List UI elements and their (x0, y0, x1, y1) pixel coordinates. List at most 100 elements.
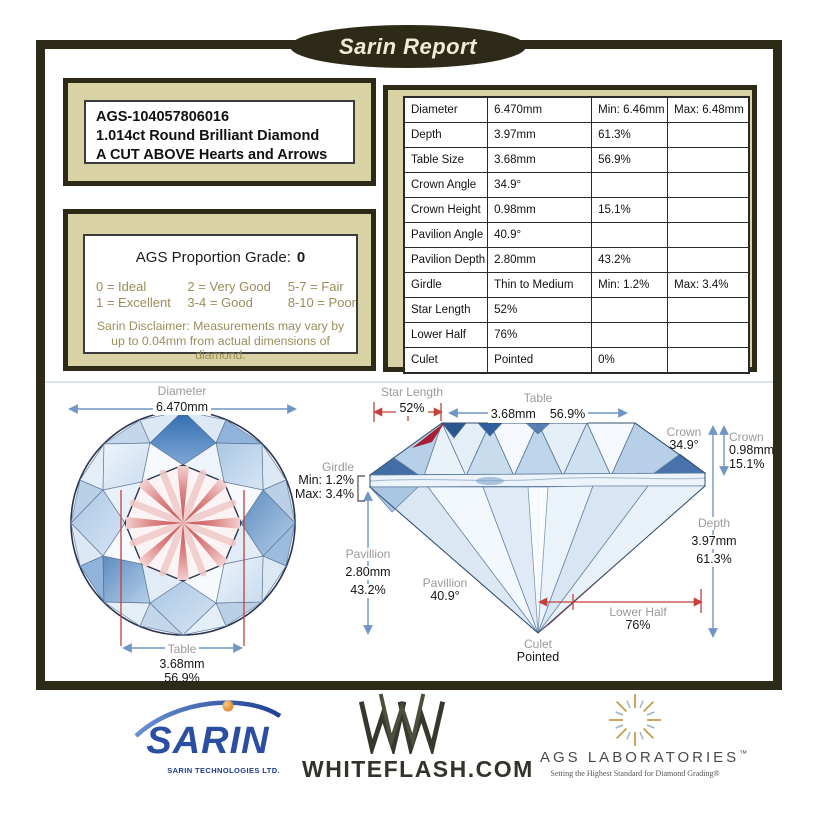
grade-value: 0 (296, 249, 306, 266)
cell-label: Culet (403, 347, 489, 374)
table-annotation-top-view: Table 3.68mm 56.9% (122, 640, 242, 685)
diamond-top-view-drawing (70, 410, 296, 636)
measurements-table: Diameter 6.470mm Min: 6.46mm Max: 6.48mm De… (403, 96, 750, 374)
star-length-title: Star Length (380, 385, 444, 399)
cell-pct: 56.9% (591, 147, 669, 173)
lower-half-annotation: Lower Half 76% (588, 606, 688, 633)
identity-inner-box: AGS-104057806016 1.014ct Round Brilliant… (84, 100, 355, 164)
cell-pct: 43.2% (591, 247, 669, 273)
table-annotation-pct: 56.9% (164, 670, 200, 685)
table-row: Pavilion Angle 40.9° (403, 222, 750, 248)
cell-value: 3.97mm (487, 122, 593, 148)
sarin-subtitle: SARIN TECHNOLOGIES LTD. (167, 766, 280, 775)
cell-value: 0.98mm (487, 197, 593, 223)
crown-height-title: Crown (729, 430, 764, 444)
grade-legend: 0 = Ideal 1 = Excellent 2 = Very Good 3-… (96, 279, 356, 310)
cell-value: 40.9° (487, 222, 593, 248)
pavilion-depth-mm: 2.80mm (342, 565, 394, 580)
culet-annotation: Culet Pointed (498, 638, 578, 665)
legend-item: 0 = Ideal (96, 279, 147, 294)
pavilion-depth-annotation: Pavillion 2.80mm 43.2% (328, 545, 408, 599)
girdle-annotation: Girdle Min: 1.2% Max: 3.4% (284, 461, 354, 501)
legend-item: 5-7 = Fair (287, 279, 344, 294)
table-annotation-pct: 56.9% (549, 407, 586, 421)
lower-half-value: 76% (625, 618, 651, 632)
legend-item: 3-4 = Good (187, 294, 253, 310)
table-row: Crown Angle 34.9° (403, 172, 750, 198)
table-row: Crown Height 0.98mm 15.1% (403, 197, 750, 223)
table-annotation-values: 3.68mm 56.9% (487, 405, 589, 423)
cell-pct (591, 297, 669, 323)
legend-item: 8-10 = Poor (287, 294, 356, 310)
table-row: Depth 3.97mm 61.3% (403, 122, 750, 148)
legend-item: 1 = Excellent (96, 294, 171, 310)
cell-value: 6.470mm (487, 96, 593, 123)
girdle-max: Max: 3.4% (294, 486, 354, 501)
legend-item: 2 = Very Good (187, 279, 271, 294)
crown-angle-annotation: Crown 34.9° (644, 426, 724, 453)
cell-value: 2.80mm (487, 247, 593, 273)
ags-tagline: Setting the Highest Standard for Diamond… (550, 769, 720, 778)
culet-title: Culet (523, 637, 552, 651)
cell-label: Crown Angle (403, 172, 489, 198)
crown-height-mm: 0.98mm (729, 443, 775, 457)
ags-name-text: AGS LABORATORIES (540, 749, 740, 766)
whiteflash-monogram-icon (358, 693, 446, 754)
grade-title: AGS Proportion Grade: 0 (85, 249, 356, 266)
brand-line: A CUT ABOVE Hearts and Arrows (96, 147, 328, 163)
legend-col-3: 5-7 = Fair 8-10 = Poor (288, 279, 356, 310)
cell-value: 34.9° (487, 172, 593, 198)
cell-extra (667, 322, 750, 348)
table-annotation-title: Table (164, 643, 200, 656)
depth-pct: 61.3% (693, 552, 735, 567)
table-row: Star Length 52% (403, 297, 750, 323)
diameter-annotation-title: Diameter (157, 384, 207, 398)
report-number: AGS-104057806016 (96, 109, 230, 125)
cell-value: 76% (487, 322, 593, 348)
pavilion-angle-value: 40.9° (430, 589, 460, 603)
cell-pct (591, 222, 669, 248)
cell-label: Girdle (403, 272, 489, 298)
table-annotation-mm: 3.68mm (490, 407, 536, 421)
cell-extra (667, 222, 750, 248)
cell-extra (667, 147, 750, 173)
crown-angle-title: Crown (666, 425, 702, 439)
pavilion-angle-title: Pavillion (422, 576, 468, 590)
cell-extra (667, 172, 750, 198)
whiteflash-wordmark: WHITEFLASH.COM (302, 756, 534, 782)
star-length-annotation: Star Length 52% (362, 386, 462, 417)
sarin-wordmark: SARIN (146, 720, 270, 762)
cell-value: Pointed (487, 347, 593, 374)
culet-value: Pointed (516, 650, 560, 664)
table-annotation-mm: 3.68mm (159, 657, 205, 671)
star-length-value: 52% (396, 401, 428, 416)
sarin-logo: SARIN SARIN TECHNOLOGIES LTD. (132, 696, 284, 788)
ags-starburst-icon (609, 694, 661, 746)
ags-laboratories-logo: AGS LABORATORIES™ Setting the Highest St… (540, 692, 747, 788)
ags-wordmark: AGS LABORATORIES™ (540, 749, 747, 766)
diameter-annotation: Diameter 6.470mm (122, 385, 242, 416)
cell-extra (667, 347, 750, 374)
legend-col-1: 0 = Ideal 1 = Excellent (96, 279, 187, 310)
cell-extra (667, 247, 750, 273)
diameter-annotation-value: 6.470mm (152, 400, 212, 415)
section-divider (45, 381, 773, 383)
cell-pct (591, 172, 669, 198)
cell-extra (667, 122, 750, 148)
table-row: Lower Half 76% (403, 322, 750, 348)
sarin-disclaimer: Sarin Disclaimer: Measurements may vary … (96, 319, 345, 362)
crown-height-pct: 15.1% (729, 456, 765, 471)
cell-pct: 15.1% (591, 197, 669, 223)
whiteflash-logo: WHITEFLASH.COM (302, 692, 534, 792)
cell-pct (591, 322, 669, 348)
pavilion-angle-annotation: Pavillion 40.9° (405, 577, 485, 604)
cell-max: Max: 3.4% (667, 272, 750, 298)
crown-angle-value: 34.9° (669, 438, 699, 452)
ags-trademark: ™ (739, 749, 748, 758)
measurements-panel: Diameter 6.470mm Min: 6.46mm Max: 6.48mm De… (383, 85, 757, 374)
girdle-title: Girdle (321, 460, 354, 474)
cell-extra (667, 197, 750, 223)
legend-col-2: 2 = Very Good 3-4 = Good (187, 279, 287, 310)
cell-label: Crown Height (403, 197, 489, 223)
table-row: Table Size 3.68mm 56.9% (403, 147, 750, 173)
